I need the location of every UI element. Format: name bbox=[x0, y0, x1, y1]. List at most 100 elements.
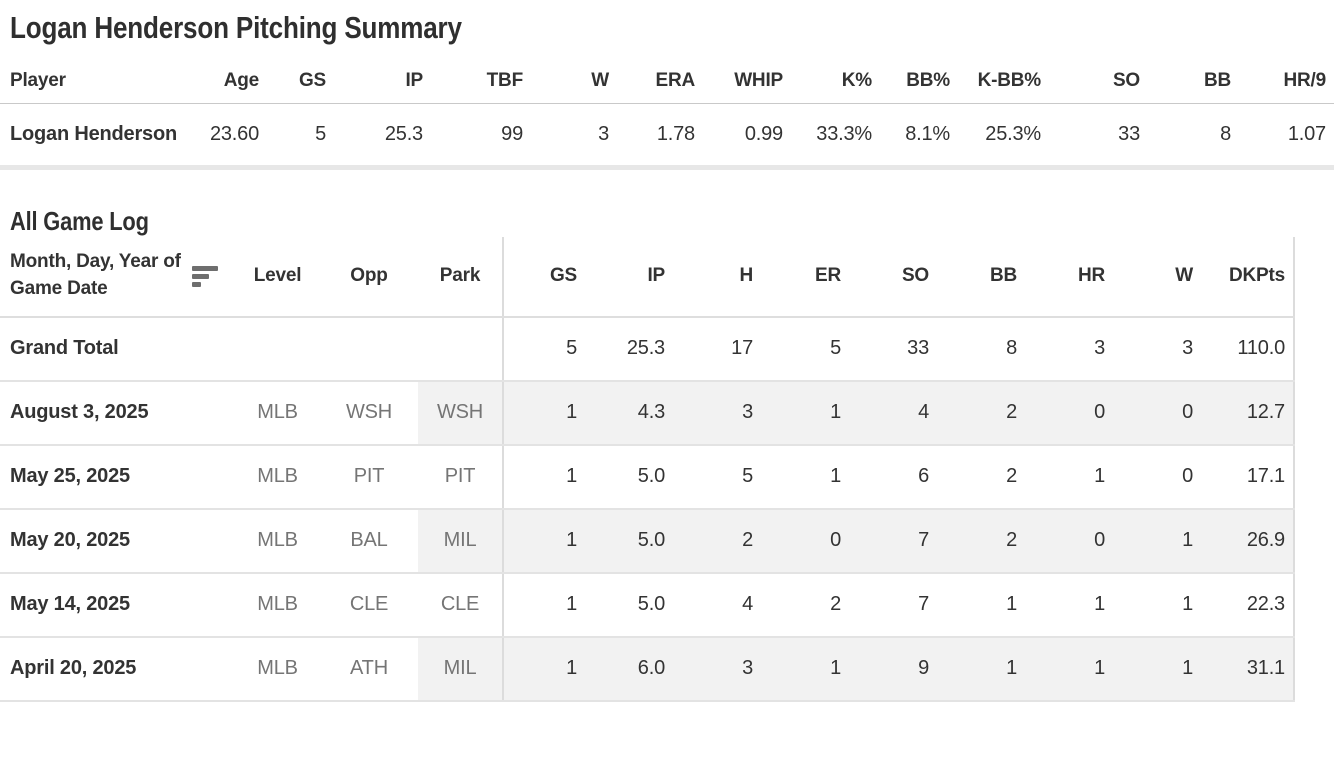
cell-w: 0 bbox=[1119, 380, 1207, 446]
summary-header-w: W bbox=[531, 60, 617, 104]
summary-cell-era: 1.78 bbox=[617, 103, 703, 170]
gamelog-header-ip: IP bbox=[591, 236, 679, 318]
cell-ip: 6.0 bbox=[591, 636, 679, 702]
gamelog-title: All Game Log bbox=[10, 206, 1334, 237]
cell-level bbox=[235, 316, 320, 382]
cell-ip: 4.3 bbox=[591, 380, 679, 446]
cell-park: MIL bbox=[418, 508, 503, 574]
cell-so: 6 bbox=[855, 444, 943, 510]
cell-opp: BAL bbox=[320, 508, 418, 574]
cell-opp bbox=[320, 316, 418, 382]
grand-total-row: Grand Total 5 25.3 17 5 33 8 3 3 110.0 bbox=[0, 316, 1295, 382]
cell-level: MLB bbox=[235, 508, 320, 574]
gamelog-table: Month, Day, Year of Game Date Level Opp … bbox=[0, 236, 1295, 702]
cell-gs: 1 bbox=[502, 444, 591, 510]
gamelog-header-so: SO bbox=[855, 236, 943, 318]
gamelog-header-level: Level bbox=[235, 236, 320, 318]
cell-opp: WSH bbox=[320, 380, 418, 446]
cell-park: WSH bbox=[418, 380, 503, 446]
cell-dkpts: 26.9 bbox=[1207, 508, 1295, 574]
gamelog-header-w: W bbox=[1119, 236, 1207, 318]
cell-date: August 3, 2025 bbox=[0, 380, 235, 446]
cell-level: MLB bbox=[235, 380, 320, 446]
summary-header-row: Player Age GS IP TBF W ERA WHIP K% BB% K… bbox=[0, 60, 1334, 104]
gamelog-row: August 3, 2025 MLB WSH WSH 1 4.3 3 1 4 2… bbox=[0, 380, 1295, 446]
cell-gs: 1 bbox=[502, 508, 591, 574]
pitching-summary-table: Player Age GS IP TBF W ERA WHIP K% BB% K… bbox=[0, 60, 1334, 170]
gamelog-header-gs: GS bbox=[502, 236, 591, 318]
gamelog-header-date[interactable]: Month, Day, Year of Game Date bbox=[0, 236, 235, 318]
cell-hr: 0 bbox=[1031, 380, 1119, 446]
summary-cell-gs: 5 bbox=[267, 103, 334, 170]
summary-cell-kbbpct: 25.3% bbox=[958, 103, 1049, 170]
cell-park bbox=[418, 316, 503, 382]
cell-h: 4 bbox=[679, 572, 767, 638]
cell-level: MLB bbox=[235, 572, 320, 638]
cell-level: MLB bbox=[235, 636, 320, 702]
cell-date: May 25, 2025 bbox=[0, 444, 235, 510]
cell-hr: 0 bbox=[1031, 508, 1119, 574]
grand-total-label: Grand Total bbox=[0, 316, 235, 382]
cell-gs: 1 bbox=[502, 572, 591, 638]
cell-er: 5 bbox=[767, 316, 855, 382]
summary-cell-hr9: 1.07 bbox=[1239, 103, 1334, 170]
gamelog-header-dkpts: DKPts bbox=[1207, 236, 1295, 318]
cell-er: 1 bbox=[767, 380, 855, 446]
summary-cell-bb: 8 bbox=[1148, 103, 1239, 170]
gamelog-row: May 25, 2025 MLB PIT PIT 1 5.0 5 1 6 2 1… bbox=[0, 444, 1295, 510]
cell-so: 33 bbox=[855, 316, 943, 382]
cell-level: MLB bbox=[235, 444, 320, 510]
summary-header-bb: BB bbox=[1148, 60, 1239, 104]
summary-header-bbpct: BB% bbox=[880, 60, 958, 104]
gamelog-row: May 20, 2025 MLB BAL MIL 1 5.0 2 0 7 2 0… bbox=[0, 508, 1295, 574]
cell-bb: 2 bbox=[943, 444, 1031, 510]
cell-ip: 5.0 bbox=[591, 444, 679, 510]
gamelog-header-bb: BB bbox=[943, 236, 1031, 318]
cell-opp: ATH bbox=[320, 636, 418, 702]
cell-h: 3 bbox=[679, 636, 767, 702]
summary-cell-bbpct: 8.1% bbox=[880, 103, 958, 170]
cell-park: CLE bbox=[418, 572, 503, 638]
summary-cell-kpct: 33.3% bbox=[791, 103, 880, 170]
cell-date: May 20, 2025 bbox=[0, 508, 235, 574]
cell-ip: 5.0 bbox=[591, 572, 679, 638]
cell-date: April 20, 2025 bbox=[0, 636, 235, 702]
gamelog-row: April 20, 2025 MLB ATH MIL 1 6.0 3 1 9 1… bbox=[0, 636, 1295, 702]
summary-header-age: Age bbox=[205, 60, 267, 104]
cell-dkpts: 12.7 bbox=[1207, 380, 1295, 446]
cell-gs: 5 bbox=[502, 316, 591, 382]
cell-w: 1 bbox=[1119, 508, 1207, 574]
summary-header-kbbpct: K-BB% bbox=[958, 60, 1049, 104]
cell-h: 5 bbox=[679, 444, 767, 510]
cell-bb: 8 bbox=[943, 316, 1031, 382]
cell-opp: CLE bbox=[320, 572, 418, 638]
cell-er: 1 bbox=[767, 636, 855, 702]
summary-cell-player: Logan Henderson bbox=[0, 103, 205, 170]
cell-hr: 1 bbox=[1031, 572, 1119, 638]
gamelog-header-opp: Opp bbox=[320, 236, 418, 318]
page-title-text: Logan Henderson Pitching Summary bbox=[10, 10, 462, 45]
cell-er: 2 bbox=[767, 572, 855, 638]
cell-gs: 1 bbox=[502, 380, 591, 446]
cell-park: PIT bbox=[418, 444, 503, 510]
gamelog-header-hr: HR bbox=[1031, 236, 1119, 318]
cell-dkpts: 17.1 bbox=[1207, 444, 1295, 510]
cell-so: 4 bbox=[855, 380, 943, 446]
cell-ip: 25.3 bbox=[591, 316, 679, 382]
cell-dkpts: 31.1 bbox=[1207, 636, 1295, 702]
cell-so: 7 bbox=[855, 508, 943, 574]
summary-header-tbf: TBF bbox=[431, 60, 531, 104]
sort-descending-icon[interactable] bbox=[192, 265, 219, 287]
cell-bb: 1 bbox=[943, 636, 1031, 702]
cell-opp: PIT bbox=[320, 444, 418, 510]
summary-header-gs: GS bbox=[267, 60, 334, 104]
cell-h: 3 bbox=[679, 380, 767, 446]
page-title: Logan Henderson Pitching Summary bbox=[10, 10, 1334, 46]
cell-bb: 2 bbox=[943, 508, 1031, 574]
cell-ip: 5.0 bbox=[591, 508, 679, 574]
summary-header-hr9: HR/9 bbox=[1239, 60, 1334, 104]
summary-header-kpct: K% bbox=[791, 60, 880, 104]
summary-cell-age: 23.60 bbox=[205, 103, 267, 170]
summary-header-era: ERA bbox=[617, 60, 703, 104]
cell-so: 9 bbox=[855, 636, 943, 702]
